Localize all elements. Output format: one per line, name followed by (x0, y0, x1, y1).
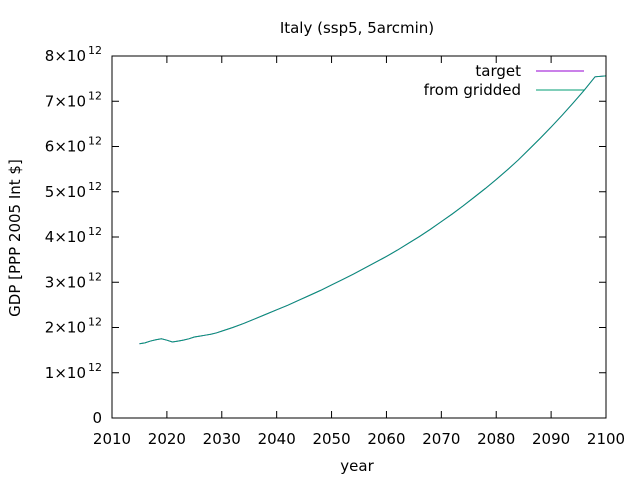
y-tick-mantissa: 4×10 (45, 228, 86, 246)
y-tick-mantissa: 7×10 (45, 92, 86, 110)
y-tick-mantissa: 3×10 (45, 273, 86, 291)
y-axis-title: GDP [PPP 2005 Int $] (6, 159, 24, 317)
x-tick-label: 2050 (312, 430, 350, 448)
y-tick-exponent: 12 (88, 180, 102, 193)
y-tick-label: 0 (92, 409, 102, 427)
x-tick-label: 2030 (203, 430, 241, 448)
series-line-0 (139, 75, 607, 345)
y-tick-mantissa: 8×10 (45, 47, 86, 65)
y-tick-exponent: 12 (88, 44, 102, 57)
y-tick-label: 1×10 12 (45, 361, 102, 382)
y-tick-mantissa: 5×10 (45, 183, 86, 201)
y-tick-mantissa: 2×10 (45, 319, 86, 337)
y-tick-label: 8×10 12 (45, 44, 102, 65)
y-tick-label: 7×10 12 (45, 89, 102, 110)
y-tick-label: 3×10 12 (45, 270, 102, 291)
y-tick-label: 5×10 12 (45, 180, 102, 201)
legend-label: target (475, 62, 521, 80)
y-tick-mantissa: 6×10 (45, 138, 86, 156)
legend-label: from gridded (424, 81, 521, 99)
series-layer (139, 75, 607, 345)
y-tick-exponent: 12 (88, 89, 102, 102)
y-tick-label: 6×10 12 (45, 135, 102, 156)
y-tick-exponent: 12 (88, 135, 102, 148)
x-tick-label: 2100 (587, 430, 625, 448)
series-line-1 (139, 75, 607, 345)
x-tick-label: 2040 (258, 430, 296, 448)
x-tick-label: 2090 (532, 430, 570, 448)
y-tick-mantissa: 1×10 (45, 364, 86, 382)
x-axis-title: year (340, 457, 374, 475)
x-tick-label: 2010 (93, 430, 131, 448)
x-tick-label: 2070 (422, 430, 460, 448)
y-tick-mantissa: 0 (92, 409, 102, 427)
x-tick-label: 2080 (477, 430, 515, 448)
y-tick-exponent: 12 (88, 361, 102, 374)
ticks-layer: 2010 2020 2030 2040 2050 2060 2070 2080 2090 2100… (45, 44, 625, 448)
x-tick-label: 2060 (367, 430, 405, 448)
y-tick-exponent: 12 (88, 270, 102, 283)
chart-title: Italy (ssp5, 5arcmin) (280, 19, 434, 37)
y-tick-label: 4×10 12 (45, 225, 102, 246)
y-tick-label: 2×10 12 (45, 316, 102, 337)
x-tick-label: 2020 (148, 430, 186, 448)
y-tick-exponent: 12 (88, 225, 102, 238)
plot-frame (111, 55, 607, 419)
y-tick-exponent: 12 (88, 316, 102, 329)
